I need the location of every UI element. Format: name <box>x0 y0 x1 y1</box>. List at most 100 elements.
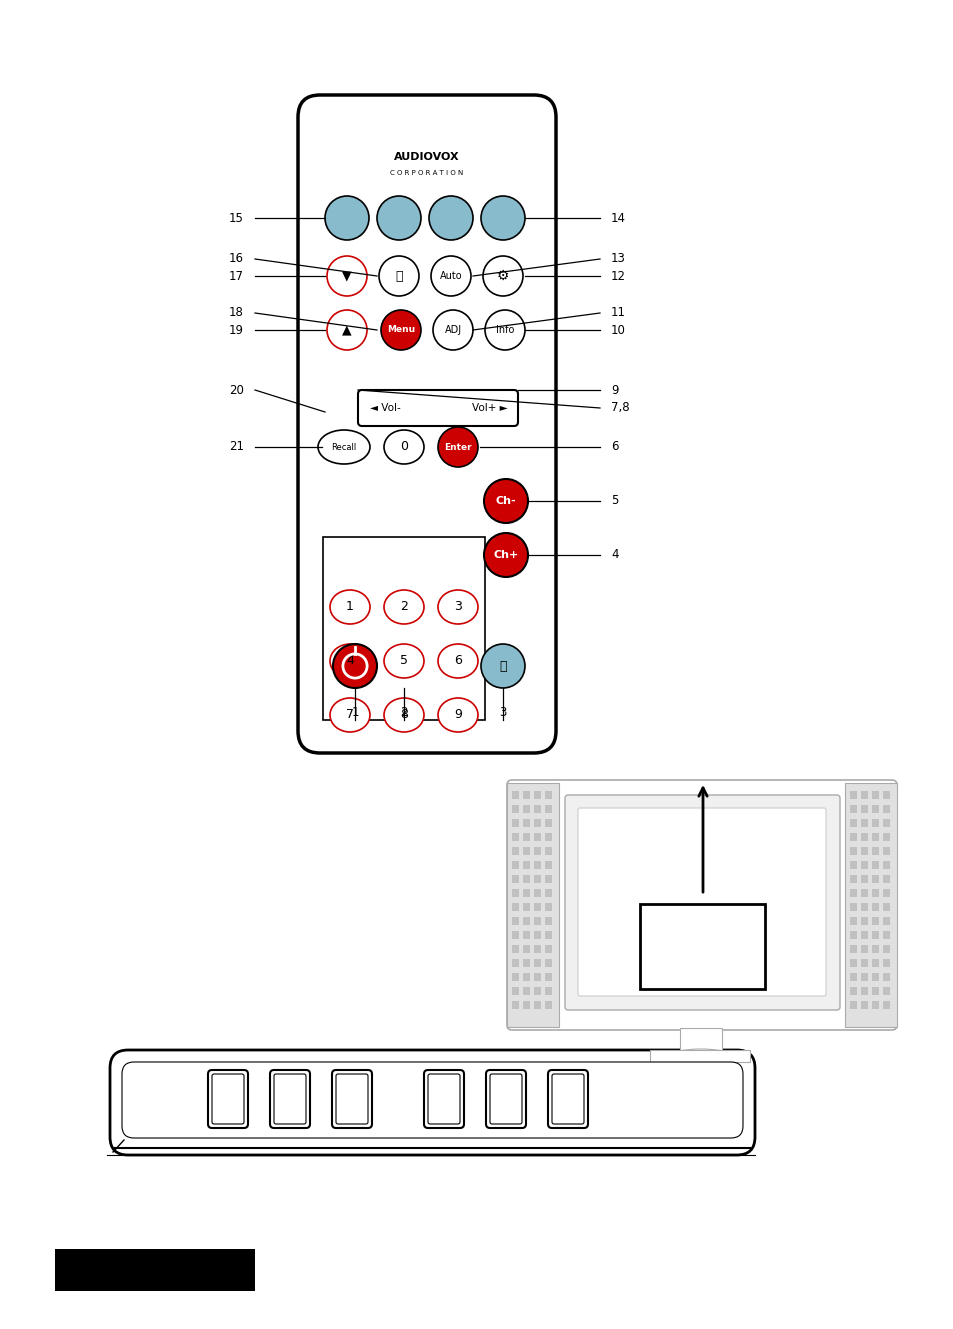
Bar <box>544 874 552 882</box>
Text: 🔑: 🔑 <box>395 270 402 283</box>
Text: 2: 2 <box>400 706 407 719</box>
Text: 13: 13 <box>610 253 625 266</box>
FancyBboxPatch shape <box>428 1074 459 1124</box>
Bar <box>544 819 552 827</box>
Text: 12: 12 <box>610 270 625 283</box>
Bar <box>871 874 878 882</box>
Bar <box>882 960 889 968</box>
Bar <box>849 932 856 940</box>
Circle shape <box>376 195 420 241</box>
FancyBboxPatch shape <box>490 1074 521 1124</box>
FancyBboxPatch shape <box>212 1074 244 1124</box>
Text: Vol+ ►: Vol+ ► <box>472 403 507 413</box>
Text: 9: 9 <box>610 384 618 396</box>
Text: 🔇: 🔇 <box>498 659 506 672</box>
Bar <box>861 960 867 968</box>
FancyBboxPatch shape <box>208 1070 248 1128</box>
Bar <box>871 819 878 827</box>
Text: 4: 4 <box>346 654 354 667</box>
Bar <box>534 945 540 953</box>
FancyBboxPatch shape <box>423 1070 463 1128</box>
Text: 20: 20 <box>229 384 244 396</box>
Bar <box>882 847 889 855</box>
Bar <box>512 932 518 940</box>
Bar <box>534 932 540 940</box>
Bar <box>849 847 856 855</box>
Text: 10: 10 <box>610 323 625 336</box>
Bar <box>522 987 530 995</box>
Bar <box>534 819 540 827</box>
Bar <box>512 917 518 925</box>
Bar <box>861 833 867 841</box>
Text: 21: 21 <box>229 440 244 453</box>
Bar <box>882 945 889 953</box>
Bar <box>861 973 867 981</box>
Ellipse shape <box>384 431 423 464</box>
FancyBboxPatch shape <box>564 795 840 1010</box>
Bar <box>871 960 878 968</box>
Bar <box>882 861 889 869</box>
Ellipse shape <box>670 1049 730 1063</box>
Text: Info: Info <box>496 326 514 335</box>
Text: Auto: Auto <box>439 271 462 280</box>
Bar <box>844 783 896 1027</box>
Circle shape <box>333 645 376 688</box>
Bar <box>849 833 856 841</box>
Bar <box>544 861 552 869</box>
Text: 6: 6 <box>454 654 461 667</box>
Circle shape <box>480 195 524 241</box>
Bar <box>871 917 878 925</box>
FancyBboxPatch shape <box>552 1074 583 1124</box>
Bar <box>534 874 540 882</box>
Bar <box>522 861 530 869</box>
Bar <box>639 904 764 989</box>
Text: Menu: Menu <box>387 326 415 335</box>
Bar <box>861 805 867 813</box>
FancyBboxPatch shape <box>547 1070 587 1128</box>
Bar <box>512 833 518 841</box>
Bar <box>512 1001 518 1009</box>
Ellipse shape <box>384 698 423 732</box>
Bar <box>861 874 867 882</box>
Bar <box>512 805 518 813</box>
Bar <box>849 819 856 827</box>
Circle shape <box>483 478 527 524</box>
Text: ◄ Vol-: ◄ Vol- <box>370 403 400 413</box>
Text: Recall: Recall <box>331 443 356 452</box>
Text: 17: 17 <box>229 270 244 283</box>
Bar <box>512 987 518 995</box>
Bar <box>871 932 878 940</box>
Bar <box>506 783 558 1027</box>
Ellipse shape <box>330 645 370 678</box>
Bar <box>534 987 540 995</box>
Bar <box>849 1001 856 1009</box>
Bar <box>544 791 552 799</box>
Text: 2: 2 <box>399 601 408 614</box>
Text: 14: 14 <box>610 211 625 225</box>
Bar <box>871 833 878 841</box>
Bar <box>522 917 530 925</box>
Bar <box>522 945 530 953</box>
Bar <box>871 847 878 855</box>
FancyBboxPatch shape <box>335 1074 368 1124</box>
Bar <box>522 932 530 940</box>
Circle shape <box>480 645 524 688</box>
Circle shape <box>433 310 473 350</box>
Ellipse shape <box>384 645 423 678</box>
Bar <box>544 847 552 855</box>
Bar <box>882 889 889 897</box>
Bar <box>544 902 552 910</box>
Text: 5: 5 <box>610 494 618 508</box>
Bar <box>544 889 552 897</box>
Bar <box>512 973 518 981</box>
Bar <box>849 874 856 882</box>
FancyBboxPatch shape <box>485 1070 525 1128</box>
Bar <box>522 791 530 799</box>
Bar <box>522 874 530 882</box>
FancyBboxPatch shape <box>357 389 517 427</box>
Bar <box>534 973 540 981</box>
Bar <box>861 847 867 855</box>
Bar <box>544 917 552 925</box>
Bar <box>882 805 889 813</box>
Text: Enter: Enter <box>444 443 472 452</box>
